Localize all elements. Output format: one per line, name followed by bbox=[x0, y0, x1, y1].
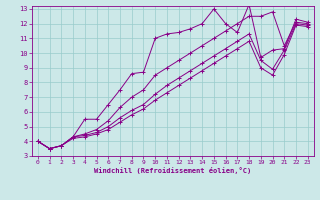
X-axis label: Windchill (Refroidissement éolien,°C): Windchill (Refroidissement éolien,°C) bbox=[94, 167, 252, 174]
